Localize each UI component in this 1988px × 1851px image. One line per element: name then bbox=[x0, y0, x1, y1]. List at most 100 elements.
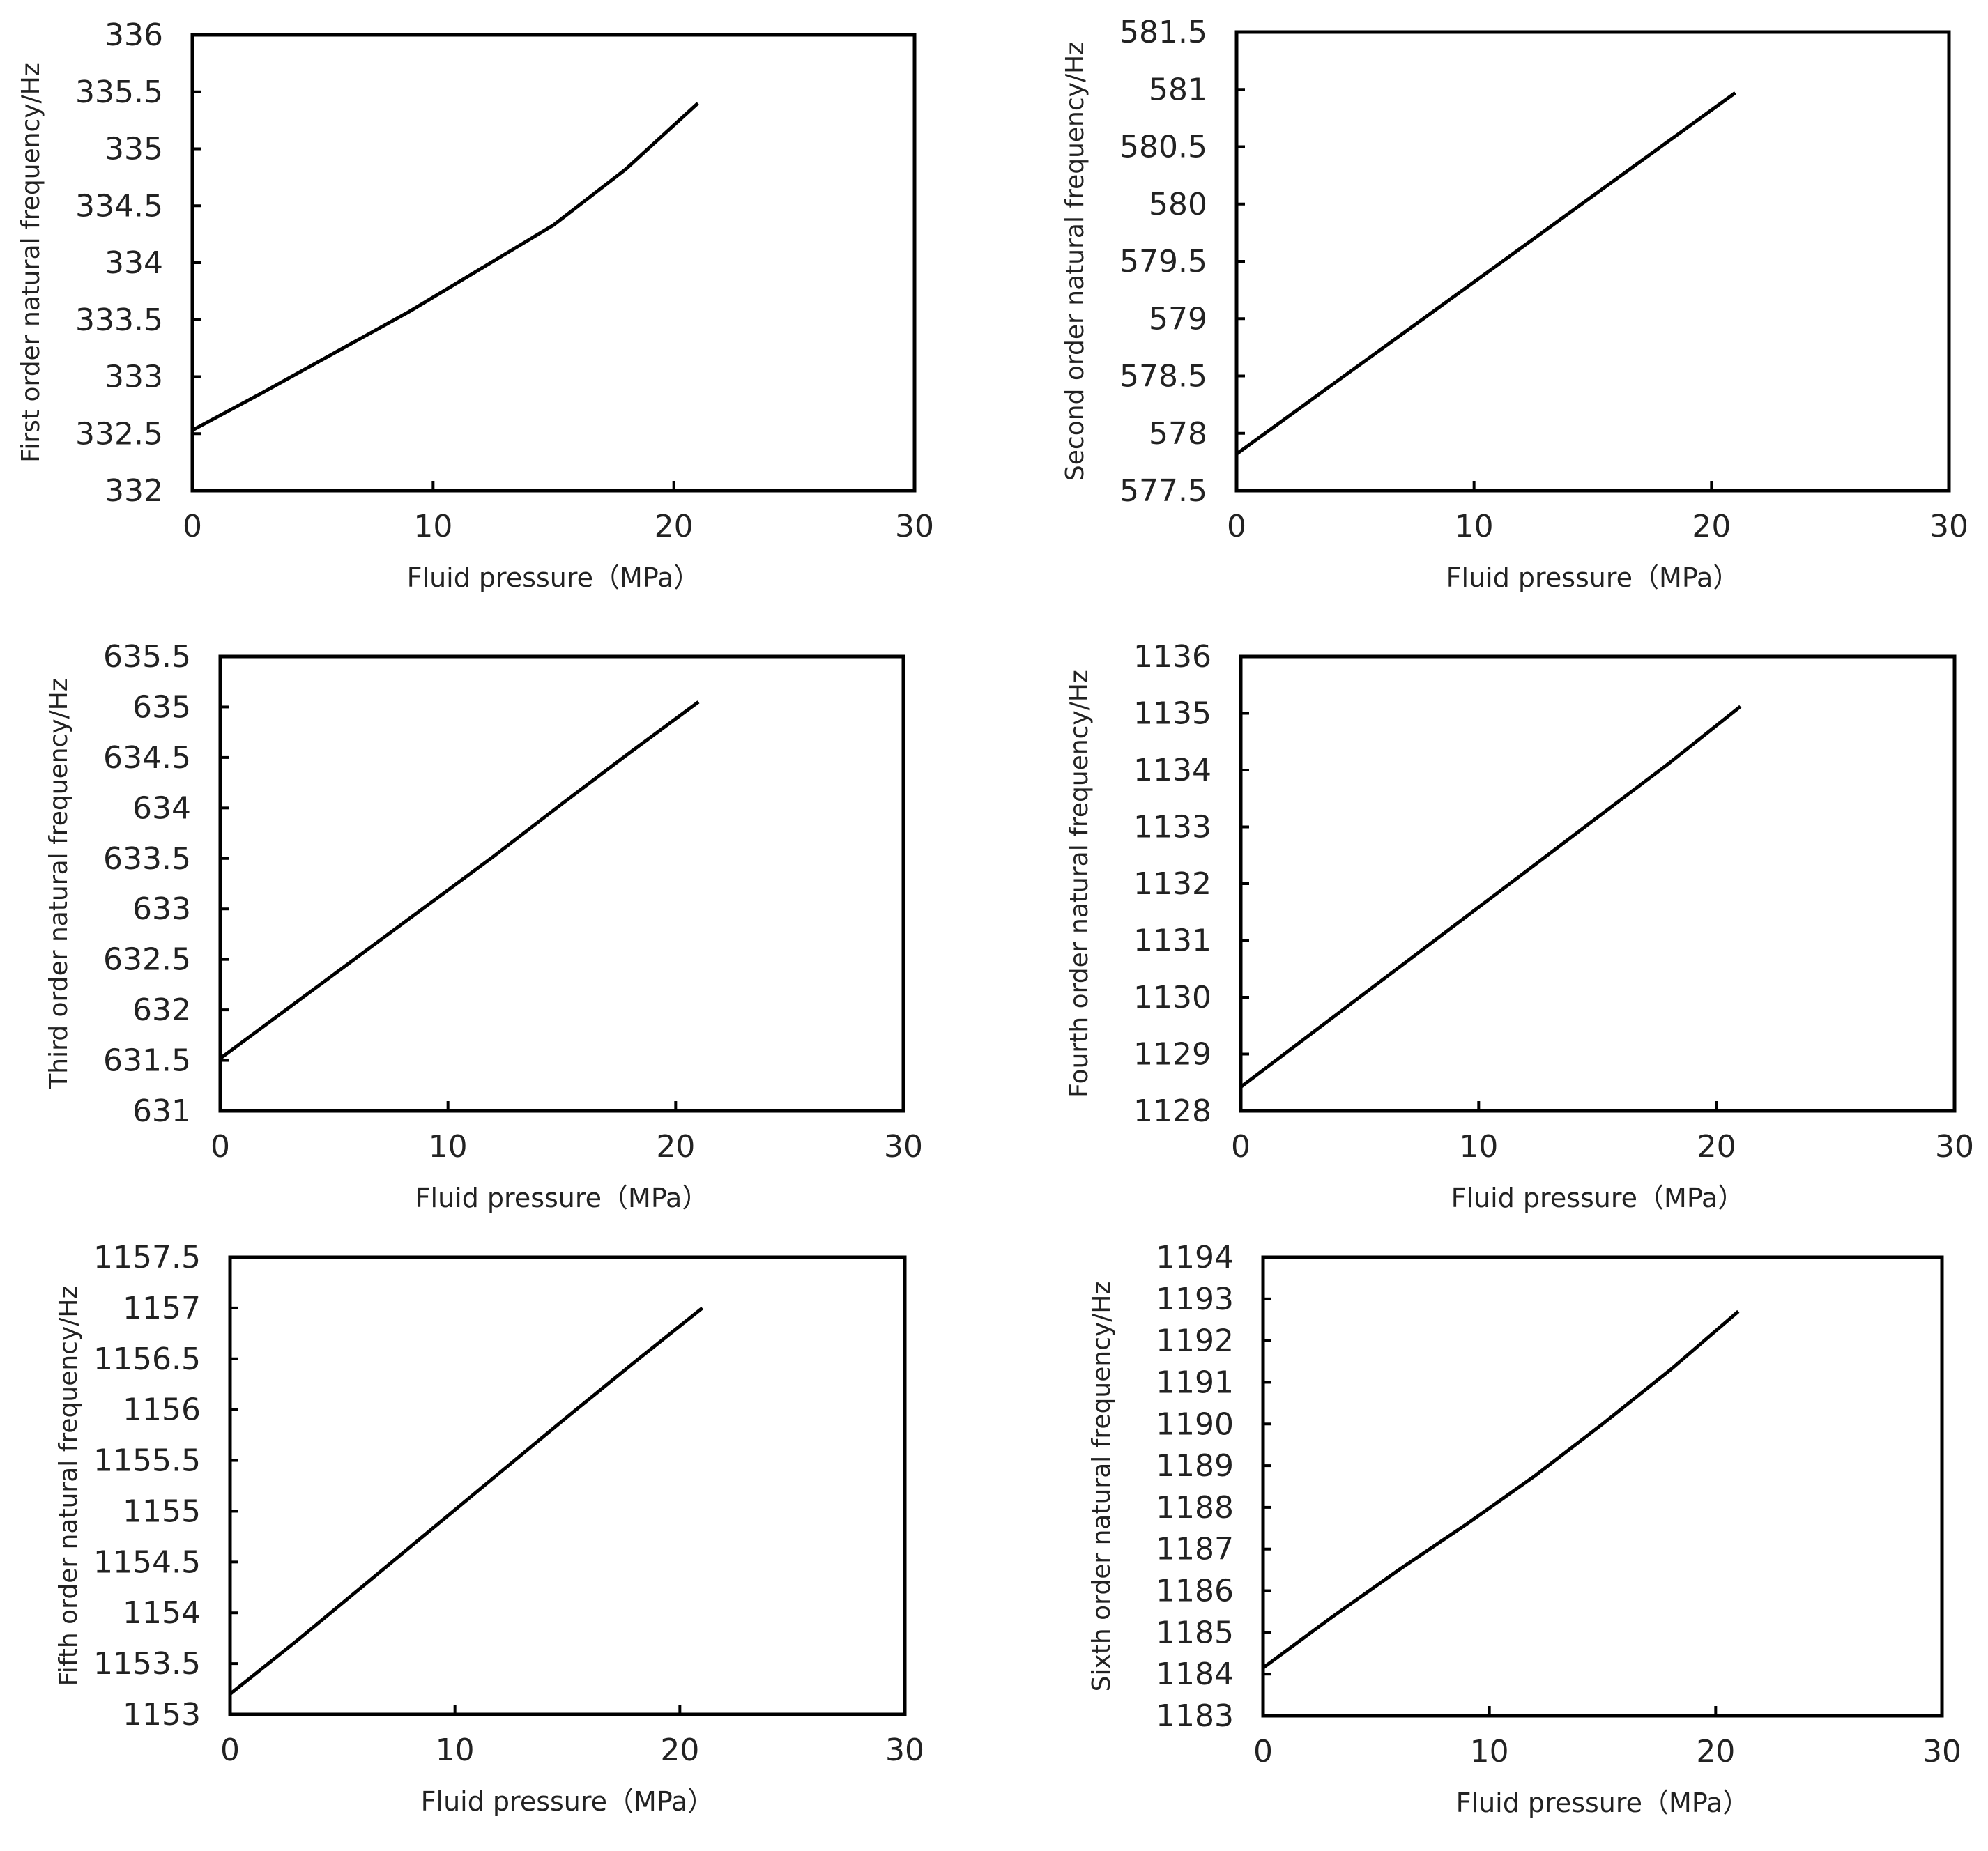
x-tick-label: 30 bbox=[884, 1129, 923, 1165]
y-tick-label: 1134 bbox=[1133, 753, 1211, 788]
x-tick-label: 10 bbox=[1459, 1129, 1498, 1165]
x-tick-label: 30 bbox=[1929, 509, 1968, 544]
x-tick-label: 10 bbox=[429, 1129, 468, 1165]
y-tick-label: 1154.5 bbox=[93, 1544, 201, 1580]
series-line bbox=[219, 700, 700, 1060]
x-tick-label: 0 bbox=[183, 509, 202, 544]
y-tick-label: 1189 bbox=[1156, 1448, 1234, 1484]
plot-frame bbox=[1261, 1255, 1944, 1718]
series-line bbox=[191, 102, 699, 432]
x-tick-label: 0 bbox=[1253, 1734, 1273, 1769]
x-tick-label: 20 bbox=[660, 1733, 699, 1768]
y-tick-label: 1188 bbox=[1156, 1490, 1234, 1526]
chart-4: 0 10 20 30 1128 1129 1130 1131 1132 1133 1134 1135 1… bbox=[1065, 639, 1974, 1213]
y-tick-label: 1186 bbox=[1156, 1574, 1234, 1609]
x-axis-title: Fluid pressure（MPa） bbox=[1451, 1183, 1745, 1213]
x-tick-label: 10 bbox=[413, 509, 452, 544]
y-tick-label: 336 bbox=[105, 17, 163, 53]
y-axis-title: Fifth order natural frequency/Hz bbox=[54, 1286, 83, 1687]
x-tick-label: 0 bbox=[211, 1129, 230, 1165]
y-tick-label: 631.5 bbox=[103, 1043, 191, 1079]
y-axis-title: Fourth order natural frequency/Hz bbox=[1065, 670, 1094, 1098]
y-tick-label: 1187 bbox=[1156, 1532, 1234, 1567]
x-tick-label: 30 bbox=[1922, 1734, 1962, 1769]
y-tick-label: 635 bbox=[132, 689, 191, 725]
y-tick-label: 1154 bbox=[123, 1595, 201, 1631]
y-tick-label: 634 bbox=[132, 790, 191, 826]
y-tick-label: 332 bbox=[105, 473, 163, 509]
x-tick-label: 20 bbox=[1696, 1734, 1735, 1769]
x-tick-label: 30 bbox=[895, 509, 934, 544]
y-tick-label: 633 bbox=[132, 891, 191, 927]
y-tick-label: 332.5 bbox=[75, 416, 163, 452]
y-tick-label: 579 bbox=[1149, 301, 1207, 337]
x-tick-label: 20 bbox=[655, 509, 694, 544]
plot-frame bbox=[1239, 654, 1957, 1113]
y-axis-title: Third order natural frequency/Hz bbox=[45, 678, 73, 1089]
y-tick-label: 1155.5 bbox=[93, 1443, 201, 1479]
x-tick-label: 0 bbox=[1227, 509, 1246, 544]
plot-frame bbox=[1234, 30, 1951, 493]
x-axis-title: Fluid pressure（MPa） bbox=[407, 562, 701, 593]
y-tick-label: 635.5 bbox=[103, 639, 191, 675]
y-tick-label: 633.5 bbox=[103, 841, 191, 877]
y-tick-label: 634.5 bbox=[103, 740, 191, 776]
y-tick-label: 579.5 bbox=[1119, 244, 1207, 279]
x-axis-title: Fluid pressure（MPa） bbox=[1456, 1788, 1750, 1818]
y-axis-title: Sixth order natural frequency/Hz bbox=[1087, 1282, 1116, 1692]
y-tick-label: 578 bbox=[1149, 416, 1207, 452]
chart-1: 0 10 20 30 332 332.5 333 333.5 334 334.5 335 335.5 3… bbox=[17, 17, 934, 593]
y-axis-title: First order natural frequency/Hz bbox=[17, 63, 45, 462]
x-axis-title: Fluid pressure（MPa） bbox=[421, 1786, 714, 1817]
y-tick-label: 1194 bbox=[1156, 1240, 1234, 1275]
y-tick-label: 1193 bbox=[1156, 1282, 1234, 1317]
x-tick-label: 0 bbox=[220, 1733, 240, 1768]
y-tick-label: 333 bbox=[105, 360, 163, 395]
y-tick-label: 1155 bbox=[123, 1493, 201, 1529]
y-tick-label: 1192 bbox=[1156, 1323, 1234, 1359]
x-tick-label: 0 bbox=[1231, 1129, 1251, 1165]
y-tick-label: 1157 bbox=[123, 1291, 201, 1326]
series-line bbox=[229, 1306, 704, 1696]
y-tick-label: 1128 bbox=[1133, 1093, 1211, 1129]
x-tick-label: 20 bbox=[1697, 1129, 1736, 1165]
y-tick-label: 1129 bbox=[1133, 1037, 1211, 1073]
y-tick-label: 1132 bbox=[1133, 866, 1211, 902]
y-tick-label: 1191 bbox=[1156, 1365, 1234, 1400]
plot-frame bbox=[228, 1255, 907, 1716]
chart-5: 0 10 20 30 1153 1153.5 1154 1154.5 1155 1155.5 115… bbox=[54, 1240, 924, 1817]
y-tick-label: 334.5 bbox=[75, 188, 163, 224]
chart-6: 0 10 20 30 1183 1184 1185 1186 1187 1188 1189 1190 1… bbox=[1087, 1240, 1962, 1818]
y-tick-label: 632 bbox=[132, 992, 191, 1028]
x-tick-label: 20 bbox=[656, 1129, 695, 1165]
y-tick-label: 577.5 bbox=[1119, 473, 1207, 509]
x-axis-title: Fluid pressure（MPa） bbox=[415, 1183, 709, 1213]
y-tick-label: 1135 bbox=[1133, 696, 1211, 732]
plot-frame bbox=[218, 654, 905, 1113]
y-tick-label: 1153 bbox=[123, 1697, 201, 1733]
y-tick-label: 335.5 bbox=[75, 75, 163, 110]
y-tick-label: 1184 bbox=[1156, 1657, 1234, 1692]
y-tick-label: 632.5 bbox=[103, 942, 191, 978]
x-tick-label: 20 bbox=[1692, 509, 1731, 544]
x-tick-label: 10 bbox=[436, 1733, 475, 1768]
y-tick-label: 581.5 bbox=[1119, 15, 1207, 50]
y-tick-label: 1136 bbox=[1133, 639, 1211, 675]
x-tick-label: 30 bbox=[885, 1733, 924, 1768]
series-line bbox=[1239, 705, 1742, 1089]
y-tick-label: 1156 bbox=[123, 1392, 201, 1428]
x-tick-label: 30 bbox=[1935, 1129, 1974, 1165]
series-line bbox=[1262, 1309, 1740, 1670]
y-tick-label: 1185 bbox=[1156, 1615, 1234, 1650]
y-tick-label: 631 bbox=[132, 1093, 191, 1129]
y-axis-title: Second order natural frequency/Hz bbox=[1061, 42, 1089, 481]
y-tick-label: 1190 bbox=[1156, 1406, 1234, 1442]
y-tick-label: 1157.5 bbox=[93, 1240, 201, 1275]
x-tick-label: 10 bbox=[1455, 509, 1494, 544]
chart-3: 0 10 20 30 631 631.5 632 632.5 633 633.5 634 634.5 6… bbox=[45, 639, 923, 1213]
x-axis-title: Fluid pressure（MPa） bbox=[1446, 562, 1740, 593]
x-tick-label: 10 bbox=[1470, 1734, 1509, 1769]
y-tick-label: 335 bbox=[105, 132, 163, 167]
series-line bbox=[1235, 91, 1736, 456]
